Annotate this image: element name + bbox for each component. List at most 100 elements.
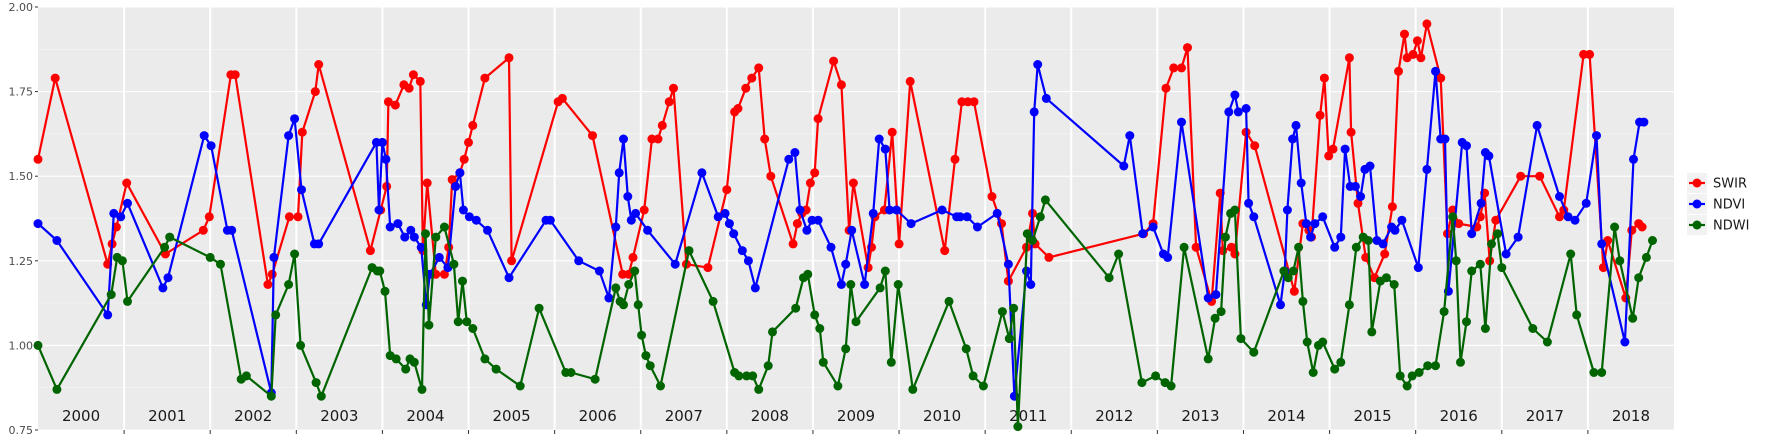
legend-key-point (1692, 178, 1702, 188)
data-point (123, 296, 132, 306)
data-point (754, 63, 764, 73)
data-point (940, 246, 950, 256)
data-point (1302, 337, 1312, 347)
data-point (160, 242, 170, 252)
data-point (992, 208, 1002, 218)
data-point (316, 391, 326, 401)
data-point (1169, 63, 1179, 73)
y-tick-label: 1.25 (9, 255, 34, 268)
data-point (1637, 222, 1647, 232)
data-point (1177, 117, 1186, 127)
data-point (1138, 229, 1148, 239)
data-point (1497, 263, 1507, 273)
data-point (1413, 263, 1423, 273)
data-point (937, 205, 947, 215)
data-point (815, 324, 825, 333)
data-point (641, 351, 651, 361)
data-point (1040, 195, 1050, 205)
data-point (1627, 225, 1637, 235)
legend-item-ndvi: NDVI (1687, 194, 1745, 214)
data-point (656, 381, 665, 391)
data-point (409, 357, 419, 367)
data-point (1224, 107, 1234, 117)
data-point (1028, 236, 1037, 245)
data-point (400, 232, 410, 242)
data-point (1220, 232, 1230, 242)
data-point (381, 154, 391, 164)
data-point (383, 97, 393, 107)
data-point (296, 340, 306, 350)
data-point (684, 246, 694, 256)
data-point (875, 283, 885, 293)
year-label: 2014 (1267, 407, 1305, 425)
data-point (1581, 198, 1591, 208)
y-tick-label: 1.00 (9, 339, 34, 352)
data-point (1318, 212, 1328, 222)
data-point (109, 208, 119, 218)
data-point (1395, 371, 1405, 381)
data-point (160, 249, 170, 259)
data-point (633, 300, 643, 310)
data-point (507, 256, 517, 266)
data-point (504, 273, 514, 283)
data-point (1610, 222, 1620, 232)
data-point (1365, 161, 1375, 171)
data-point (271, 310, 281, 320)
data-point (462, 317, 472, 327)
series-layer (33, 19, 1657, 432)
data-point (893, 280, 903, 289)
data-point (1367, 327, 1377, 337)
data-point (471, 215, 481, 225)
data-point (1244, 198, 1254, 208)
data-point (1363, 236, 1373, 245)
series-ndwi (33, 195, 1657, 432)
data-point (455, 168, 465, 178)
data-point (623, 192, 633, 201)
data-point (880, 266, 890, 276)
data-point (1516, 171, 1526, 181)
data-point (978, 381, 988, 391)
data-point (1641, 252, 1651, 262)
year-label: 2011 (1009, 407, 1047, 425)
data-point (1104, 273, 1114, 283)
data-point (795, 205, 805, 215)
data-point (747, 73, 757, 83)
data-point (792, 219, 802, 229)
legend-key-point (1692, 220, 1702, 230)
data-point (1161, 83, 1171, 93)
data-point (1414, 368, 1424, 377)
data-point (416, 242, 426, 252)
data-point (1555, 212, 1564, 222)
legend-label: SWIR (1713, 177, 1747, 192)
data-point (1431, 361, 1440, 371)
data-point (1319, 73, 1329, 83)
data-point (1431, 66, 1440, 76)
data-point (204, 212, 214, 222)
data-point (1570, 215, 1580, 225)
data-point (1276, 300, 1285, 310)
data-point (1249, 212, 1259, 222)
data-point (199, 131, 209, 141)
data-point (491, 364, 501, 374)
data-point (1035, 212, 1045, 222)
data-point (657, 120, 667, 130)
data-point (791, 303, 801, 313)
data-point (1166, 381, 1176, 391)
data-point (1291, 120, 1301, 130)
data-point (750, 283, 760, 293)
data-point (841, 259, 851, 269)
year-label: 2001 (148, 407, 186, 425)
data-point (737, 246, 747, 256)
data-point (697, 168, 707, 178)
data-point (722, 185, 732, 195)
data-point (754, 384, 764, 394)
data-point (1563, 212, 1573, 222)
data-point (1592, 131, 1601, 141)
data-point (944, 296, 954, 306)
data-point (1423, 361, 1433, 371)
data-point (619, 134, 628, 144)
data-point (365, 246, 375, 256)
data-point (905, 76, 915, 86)
data-point (955, 212, 965, 222)
data-point (1230, 205, 1240, 215)
